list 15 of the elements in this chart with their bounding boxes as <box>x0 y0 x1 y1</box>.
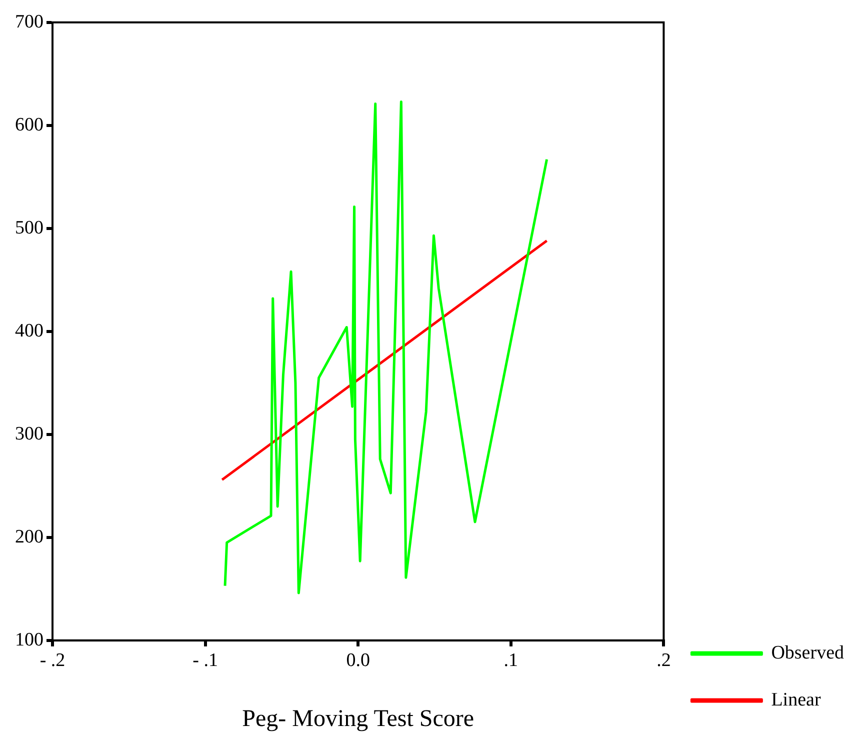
y-tick-label: 200 <box>15 526 44 548</box>
y-tick-label: 400 <box>15 320 44 342</box>
x-tick-label: - .2 <box>40 650 66 671</box>
x-tick-label: 0.0 <box>346 650 370 671</box>
y-tick-label: 100 <box>15 629 44 650</box>
x-axis-title: Peg- Moving Test Score <box>242 706 474 732</box>
x-tick-label: .2 <box>656 650 671 671</box>
y-tick-label: 300 <box>15 423 44 444</box>
legend-label: Linear <box>771 689 822 710</box>
y-tick-label: 700 <box>15 11 44 32</box>
y-tick-label: 500 <box>15 217 44 238</box>
x-tick-label: - .1 <box>192 650 218 671</box>
legend-label: Observed <box>771 642 844 664</box>
x-tick-label: .1 <box>504 650 518 671</box>
y-tick-label: 600 <box>15 114 44 136</box>
